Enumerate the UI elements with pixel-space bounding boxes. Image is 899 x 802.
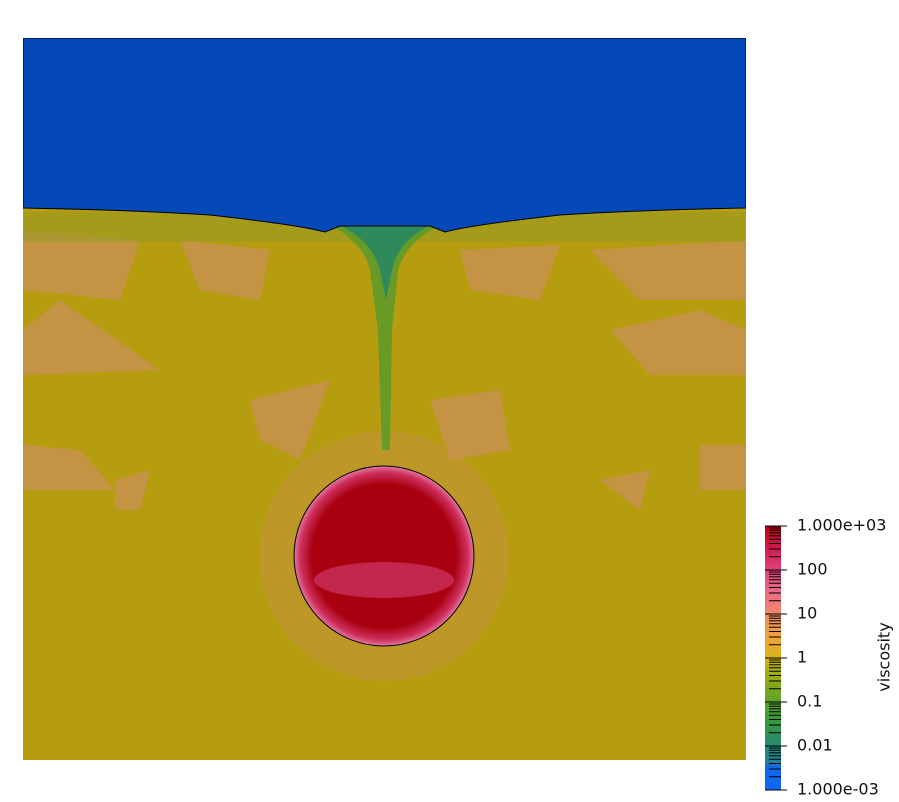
tick-label: 10 (797, 604, 817, 623)
colorbar-title: viscosity (875, 622, 894, 691)
tick-label: 1.000e-03 (797, 780, 879, 799)
tick-label: 0.01 (797, 736, 833, 755)
tick-label: 100 (797, 560, 828, 579)
tick-label: 1 (797, 648, 807, 667)
tick-label: 0.1 (797, 692, 822, 711)
field (23, 38, 746, 760)
tick-label: 1.000e+03 (797, 516, 886, 535)
colorbar-ticks: 1.000e+03 100 10 1 0.1 0.01 1.000e-03 (765, 516, 886, 799)
